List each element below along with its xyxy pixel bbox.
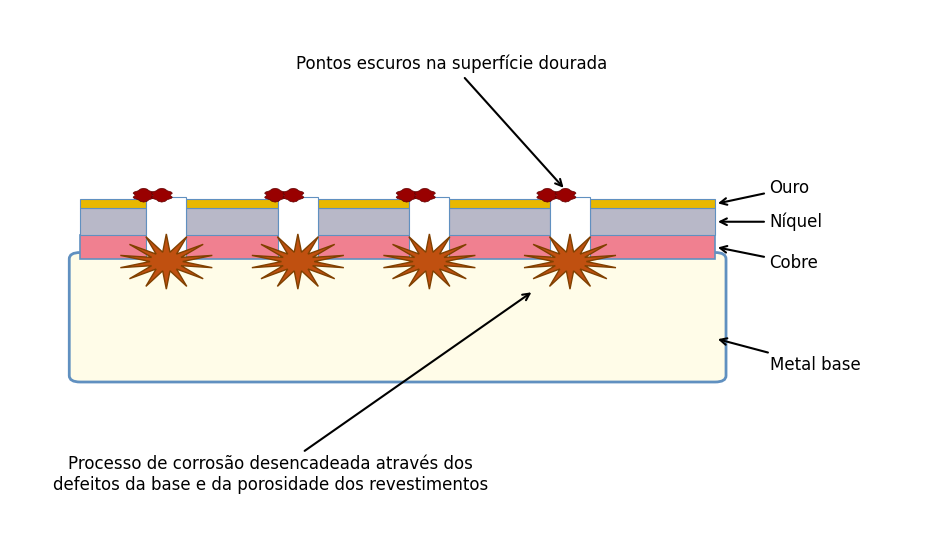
Bar [317, 199, 409, 209]
Text: Pontos escuros na superfície dourada: Pontos escuros na superfície dourada [296, 54, 607, 186]
Bar [449, 209, 549, 235]
Bar [80, 209, 146, 235]
Polygon shape [283, 188, 303, 202]
Bar [80, 235, 714, 259]
Text: Níquel: Níquel [720, 212, 822, 231]
Bar [186, 209, 278, 235]
Polygon shape [396, 188, 417, 202]
FancyBboxPatch shape [69, 252, 725, 382]
Text: Cobre: Cobre [720, 246, 817, 272]
Polygon shape [383, 234, 475, 289]
Bar [590, 199, 714, 209]
Bar [449, 199, 549, 209]
Polygon shape [414, 188, 435, 202]
Bar [590, 209, 714, 235]
Polygon shape [523, 234, 615, 289]
Polygon shape [120, 234, 212, 289]
Bar [186, 199, 278, 209]
Text: Processo de corrosão desencadeada através dos
defeitos da base e da porosidade d: Processo de corrosão desencadeada atravé… [53, 294, 529, 494]
Bar [146, 197, 186, 259]
Text: Ouro: Ouro [720, 179, 809, 205]
Text: Metal base: Metal base [719, 338, 859, 374]
Bar [80, 199, 146, 209]
Polygon shape [151, 188, 172, 202]
Polygon shape [252, 234, 344, 289]
Polygon shape [133, 188, 154, 202]
Bar [409, 197, 449, 259]
Bar [549, 197, 590, 259]
Polygon shape [554, 188, 576, 202]
Polygon shape [264, 188, 285, 202]
Bar [317, 209, 409, 235]
Bar [278, 197, 317, 259]
Polygon shape [536, 188, 557, 202]
